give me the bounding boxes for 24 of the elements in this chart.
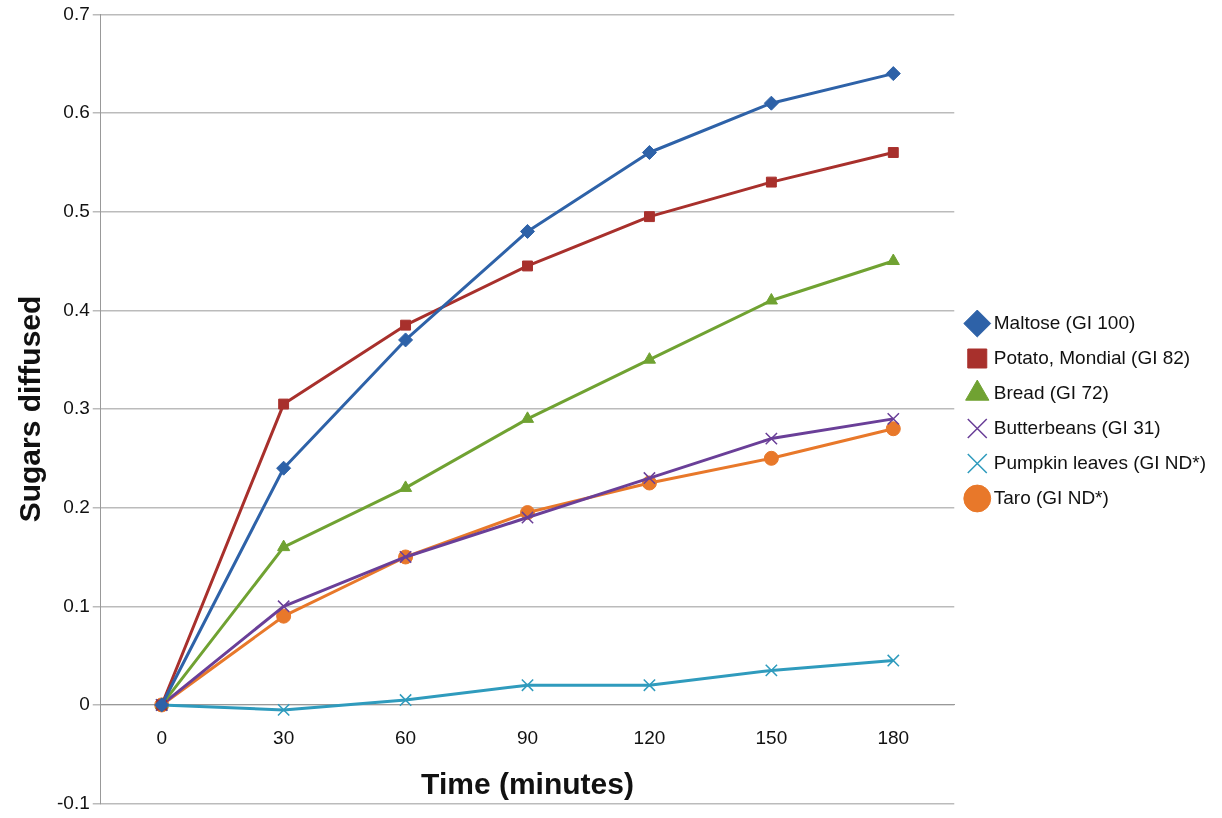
y-axis-title: Sugars diffused: [13, 295, 47, 523]
x-axis-title: Time (minutes): [421, 767, 634, 801]
x-tick-label: 0: [156, 726, 167, 748]
x-tick-label: 180: [877, 726, 910, 748]
x-tick-label: 30: [273, 726, 295, 748]
y-tick-label: 0.3: [63, 397, 90, 419]
y-tick-label: 0.1: [63, 594, 90, 616]
y-tick-label: 0.4: [63, 298, 91, 320]
y-tick-label: 0: [79, 693, 90, 715]
legend-label: Butterbeans (GI 31): [993, 416, 1161, 438]
legend-label: Taro (GI ND*): [993, 486, 1109, 508]
x-tick-label: 90: [516, 726, 539, 748]
legend-label: Pumpkin leaves (GI ND*): [993, 451, 1207, 473]
y-tick-label: 0.5: [63, 199, 90, 221]
legend-label: Potato, Mondial (GI 82): [993, 346, 1191, 368]
legend-label: Bread (GI 72): [993, 381, 1109, 403]
x-tick-label: 120: [633, 726, 666, 748]
legend-label: Maltose (GI 100): [993, 311, 1136, 333]
x-tick-label: 150: [755, 726, 788, 748]
x-tick-label: 60: [395, 726, 417, 748]
y-tick-label: 0.6: [63, 101, 90, 123]
y-tick-label: -0.1: [56, 791, 90, 813]
y-tick-label: 0.2: [63, 495, 90, 517]
y-tick-label: 0.7: [63, 2, 90, 24]
